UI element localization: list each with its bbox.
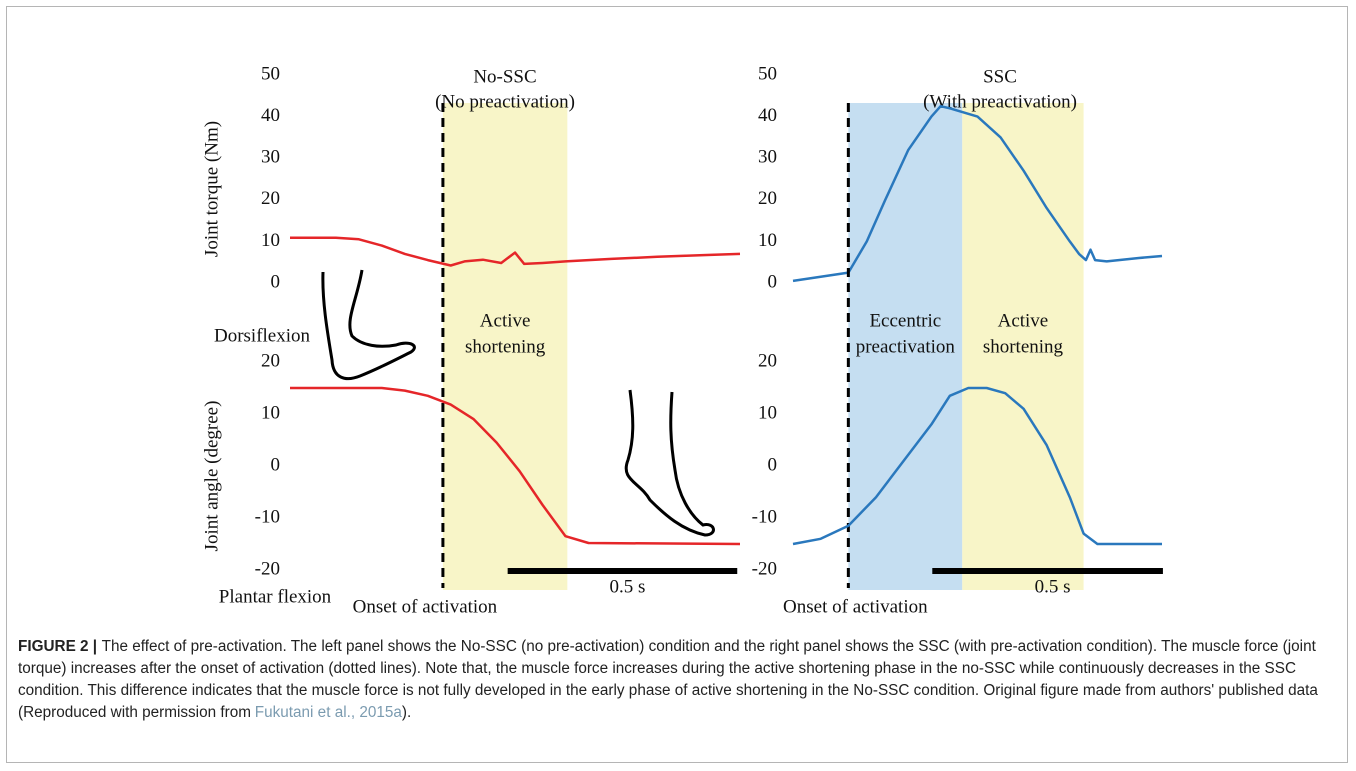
y-tick-label: 10: [261, 230, 280, 251]
figure: 0 10 20 30 40 50 No-SSC (No preactivation) Joint…: [201, 63, 1163, 617]
caption-text: The effect of pre-activation. The left p…: [18, 638, 1318, 721]
phase-label: shortening: [465, 336, 546, 357]
y-axis-label: Joint torque (Nm): [201, 121, 222, 257]
y-tick-label: 0: [768, 271, 778, 292]
y-tick-label: 20: [758, 350, 777, 371]
data-line: [290, 386, 741, 546]
y-tick-label: -10: [752, 506, 777, 527]
caption: FIGURE 2 | The effect of pre-activation. …: [18, 636, 1336, 724]
caption-label: FIGURE 2 |: [18, 638, 98, 655]
data-line: [792, 104, 1163, 283]
foot-plantarflexion: [624, 389, 715, 537]
phase-label: shortening: [983, 336, 1064, 357]
scale-bar-label: 0.5 s: [609, 576, 645, 597]
panel-title: SSC: [983, 66, 1017, 87]
annotation: Dorsiflexion: [214, 325, 311, 346]
regions: [442, 103, 1084, 590]
data-line: [290, 236, 741, 267]
y-tick-label: 50: [758, 63, 777, 84]
phase-label: Active: [998, 310, 1049, 331]
phase-label: Active: [480, 310, 531, 331]
y-tick-label: -20: [255, 558, 280, 579]
y-tick-label: 50: [261, 63, 280, 84]
y-tick-label: 10: [758, 402, 777, 423]
figure-frame: [6, 6, 1348, 763]
shaded-phase: [848, 103, 963, 590]
data-line: [792, 386, 1162, 546]
phase-label: preactivation: [856, 336, 956, 357]
y-tick-label: 20: [758, 188, 777, 209]
caption-end: ).: [401, 704, 412, 721]
y-tick-label: 0: [271, 271, 281, 292]
scale-bar-label: 0.5 s: [1035, 576, 1071, 597]
y-tick-label: 0: [271, 454, 281, 475]
y-tick-label: 30: [261, 147, 280, 168]
y-tick-label: 10: [261, 402, 280, 423]
y-tick-label: 20: [261, 350, 280, 371]
foot-dorsiflexion: [321, 269, 416, 381]
y-axis-label: Joint angle (degree): [201, 401, 222, 552]
y-tick-label: 0: [768, 454, 778, 475]
y-tick-label: 30: [758, 147, 777, 168]
y-tick-label: 40: [261, 105, 280, 126]
phase-label: Eccentric: [869, 310, 941, 331]
shaded-phase: [962, 103, 1084, 590]
y-tick-label: -10: [255, 506, 280, 527]
annotation: Plantar flexion: [219, 586, 332, 607]
caption-link[interactable]: Fukutani et al., 2015a: [254, 704, 402, 721]
y-tick-label: -20: [752, 558, 777, 579]
panel-subtitle: (No preactivation): [435, 91, 575, 112]
panel-title: No-SSC: [473, 66, 536, 87]
y-tick-label: 40: [758, 105, 777, 126]
panel-subtitle: (With preactivation): [923, 91, 1077, 112]
onset-label: Onset of activation: [353, 596, 498, 617]
y-tick-label: 20: [261, 188, 280, 209]
onset-label: Onset of activation: [783, 596, 928, 617]
y-tick-label: 10: [758, 230, 777, 251]
